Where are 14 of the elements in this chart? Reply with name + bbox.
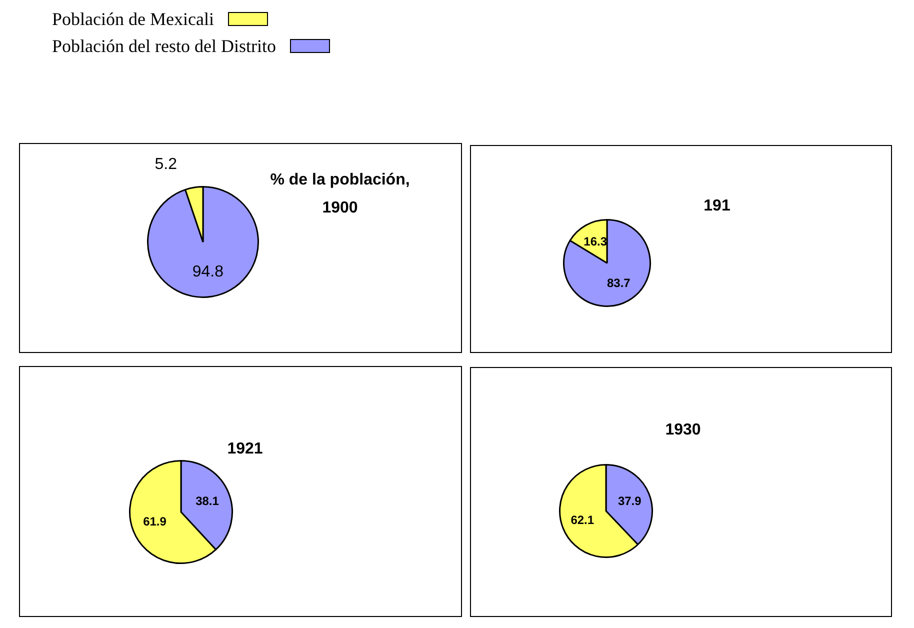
- legend-label: Población de Mexicali: [52, 9, 214, 29]
- data-label: 83.7: [606, 276, 631, 290]
- data-label: 94.8: [192, 263, 224, 280]
- data-label: 62.1: [570, 512, 594, 527]
- text: 191: [704, 197, 730, 214]
- data-label: 16.3: [584, 234, 608, 249]
- data-label: 38.1: [196, 494, 220, 508]
- data-label: 5.2: [154, 156, 178, 173]
- chart-title: 1930: [665, 421, 701, 438]
- text: % de la población, 1900: [270, 171, 410, 216]
- data-label: 37.9: [618, 494, 642, 508]
- chart-title: 1921: [227, 440, 263, 458]
- data-label: 61.9: [143, 514, 167, 529]
- legend-label: Población del resto del Distrito: [52, 36, 276, 56]
